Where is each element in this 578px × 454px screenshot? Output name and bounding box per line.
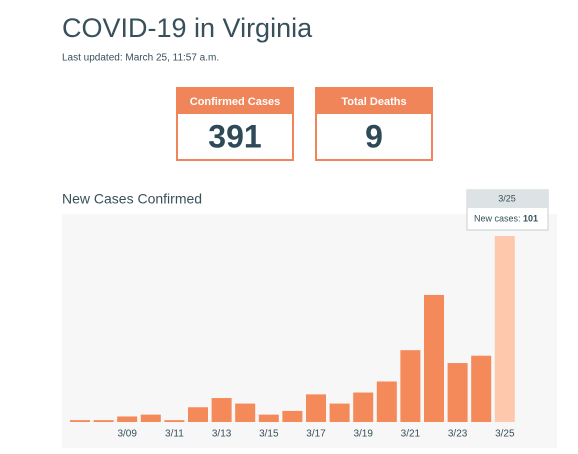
stat-value: 391 <box>208 118 261 154</box>
bar <box>211 398 232 422</box>
bar <box>164 420 185 422</box>
bar <box>447 363 468 422</box>
tooltip-date: 3/25 <box>498 193 516 203</box>
chart-title: New Cases Confirmed <box>62 191 202 207</box>
bar <box>424 294 444 422</box>
stat-label: Confirmed Cases <box>190 96 280 108</box>
bar <box>494 236 515 422</box>
bar <box>353 392 374 422</box>
x-tick-label: 3/19 <box>353 429 373 440</box>
page-title: COVID-19 in Virginia <box>62 13 313 43</box>
bar <box>188 407 208 422</box>
tooltip-header <box>467 190 548 208</box>
x-tick-label: 3/13 <box>212 429 232 440</box>
x-tick-label: 3/21 <box>401 429 421 440</box>
bar <box>329 403 350 422</box>
bar <box>400 350 421 422</box>
bar <box>376 381 397 422</box>
bar <box>235 403 256 422</box>
stat-card-header <box>316 88 432 114</box>
tooltip-label: New cases: <box>474 213 521 223</box>
last-updated: Last updated: March 25, 11:57 a.m. <box>62 53 219 64</box>
bar <box>282 410 303 422</box>
bar <box>306 394 326 422</box>
bar <box>140 414 161 422</box>
x-tick-label: 3/17 <box>306 429 326 440</box>
x-tick-label: 3/11 <box>165 429 184 440</box>
bar <box>70 420 90 422</box>
bar <box>117 416 138 422</box>
bar <box>258 414 279 422</box>
stat-value: 9 <box>365 118 383 154</box>
x-tick-label: 3/25 <box>495 429 515 440</box>
tooltip-value: 101 <box>523 213 538 223</box>
bar <box>93 420 114 422</box>
x-tick-label: 3/15 <box>259 429 279 440</box>
x-tick-label: 3/23 <box>448 429 468 440</box>
x-tick-label: 3/09 <box>117 429 137 440</box>
bar <box>471 355 492 422</box>
stat-label: Total Deaths <box>341 96 406 108</box>
stat-card-header <box>177 88 293 114</box>
